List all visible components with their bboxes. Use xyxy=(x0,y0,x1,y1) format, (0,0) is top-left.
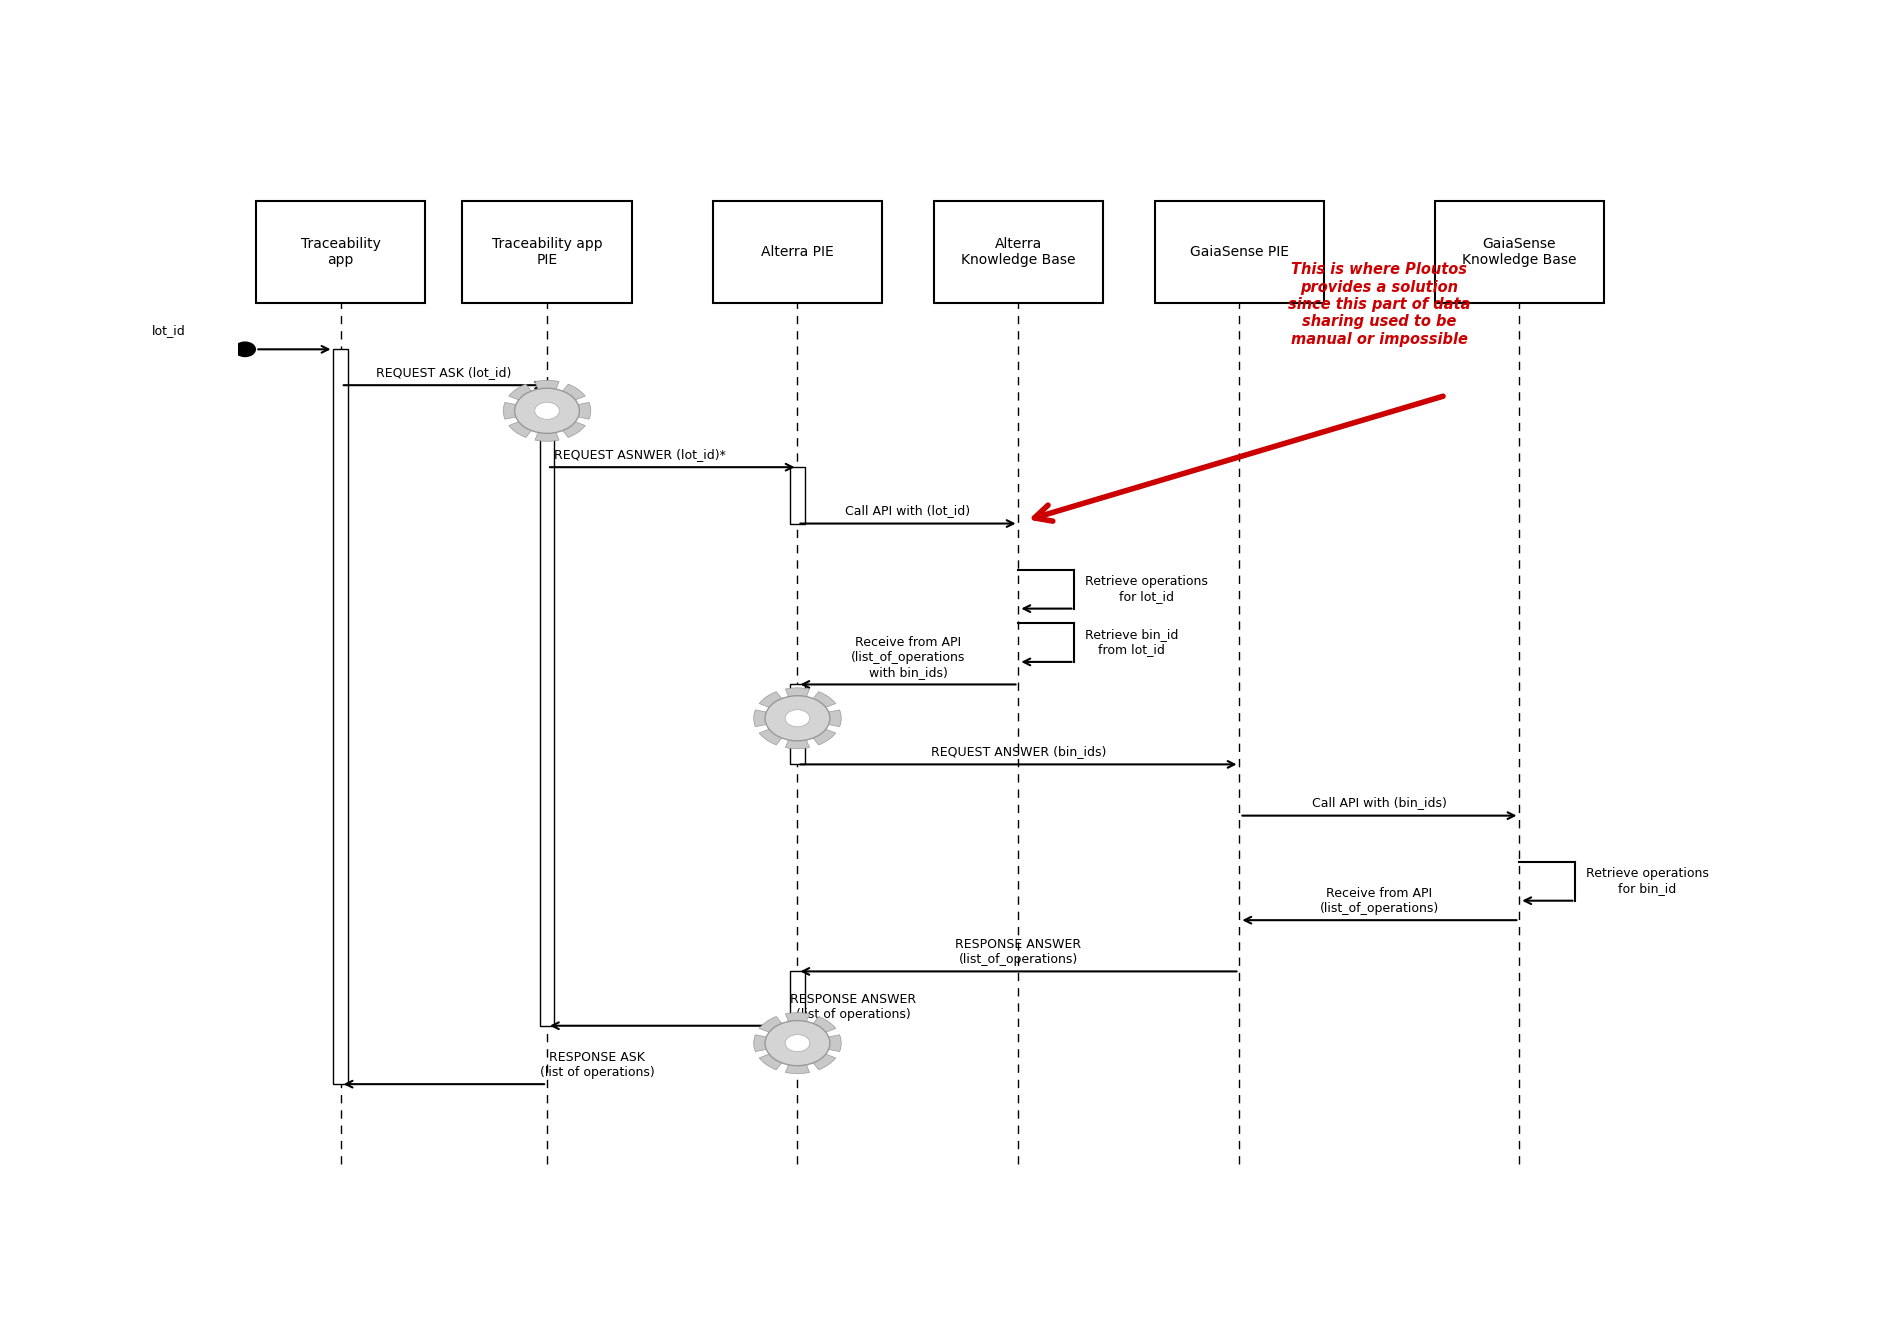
Text: Retrieve bin_id
from lot_id: Retrieve bin_id from lot_id xyxy=(1085,628,1179,656)
FancyBboxPatch shape xyxy=(713,201,882,303)
Wedge shape xyxy=(753,1034,768,1051)
Text: Receive from API
(list_of_operations): Receive from API (list_of_operations) xyxy=(1319,886,1439,914)
Text: Traceability app
PIE: Traceability app PIE xyxy=(492,237,603,268)
Wedge shape xyxy=(812,692,836,708)
Circle shape xyxy=(764,1021,831,1066)
FancyBboxPatch shape xyxy=(333,349,348,1085)
FancyBboxPatch shape xyxy=(540,385,555,1026)
Text: RESPONSE ASK
(list of operations): RESPONSE ASK (list of operations) xyxy=(540,1051,654,1079)
Text: Retrieve operations
for bin_id: Retrieve operations for bin_id xyxy=(1585,868,1709,896)
Circle shape xyxy=(785,1034,810,1051)
Wedge shape xyxy=(561,385,586,401)
Text: Call API with (lot_id): Call API with (lot_id) xyxy=(846,504,971,518)
Text: Alterra PIE: Alterra PIE xyxy=(760,245,835,260)
Circle shape xyxy=(764,696,831,741)
FancyBboxPatch shape xyxy=(933,201,1103,303)
Wedge shape xyxy=(812,728,836,745)
Text: lot_id: lot_id xyxy=(152,323,186,337)
Wedge shape xyxy=(785,1013,810,1024)
FancyBboxPatch shape xyxy=(462,201,631,303)
Text: REQUEST ASNWER (lot_id)*: REQUEST ASNWER (lot_id)* xyxy=(555,449,726,461)
Wedge shape xyxy=(827,709,842,727)
Wedge shape xyxy=(812,1053,836,1070)
Text: Call API with (bin_ids): Call API with (bin_ids) xyxy=(1312,796,1447,809)
FancyBboxPatch shape xyxy=(791,972,804,1026)
Wedge shape xyxy=(785,688,810,699)
FancyBboxPatch shape xyxy=(791,684,804,764)
Circle shape xyxy=(534,402,559,419)
Wedge shape xyxy=(504,402,519,419)
Text: Receive from API
(list_of_operations
with bin_ids): Receive from API (list_of_operations wit… xyxy=(852,636,966,679)
FancyBboxPatch shape xyxy=(1435,201,1604,303)
Wedge shape xyxy=(753,709,768,727)
Text: REQUEST ANSWER (bin_ids): REQUEST ANSWER (bin_ids) xyxy=(931,745,1106,759)
Wedge shape xyxy=(509,421,532,438)
Wedge shape xyxy=(561,421,586,438)
Wedge shape xyxy=(812,1017,836,1033)
Text: REQUEST ASK (lot_id): REQUEST ASK (lot_id) xyxy=(376,366,511,379)
Wedge shape xyxy=(534,431,559,442)
Text: Traceability
app: Traceability app xyxy=(300,237,380,268)
Text: Retrieve operations
for lot_id: Retrieve operations for lot_id xyxy=(1085,575,1207,603)
Wedge shape xyxy=(534,381,559,391)
Wedge shape xyxy=(758,692,783,708)
Wedge shape xyxy=(827,1034,842,1051)
FancyBboxPatch shape xyxy=(257,201,426,303)
Wedge shape xyxy=(758,1053,783,1070)
Wedge shape xyxy=(758,1017,783,1033)
Wedge shape xyxy=(509,385,532,401)
Text: This is where Ploutos
provides a solution
since this part of data
sharing used t: This is where Ploutos provides a solutio… xyxy=(1289,262,1471,347)
Wedge shape xyxy=(785,739,810,749)
Text: GaiaSense PIE: GaiaSense PIE xyxy=(1190,245,1289,260)
Circle shape xyxy=(515,389,580,434)
Text: RESPONSE ANSWER
(list of operations): RESPONSE ANSWER (list of operations) xyxy=(791,993,916,1021)
FancyBboxPatch shape xyxy=(1154,201,1325,303)
Text: Alterra
Knowledge Base: Alterra Knowledge Base xyxy=(962,237,1076,268)
FancyBboxPatch shape xyxy=(791,467,804,523)
Text: RESPONSE ANSWER
(list_of_operations): RESPONSE ANSWER (list_of_operations) xyxy=(956,938,1082,966)
Wedge shape xyxy=(576,402,591,419)
Wedge shape xyxy=(785,1063,810,1074)
Wedge shape xyxy=(758,728,783,745)
Text: GaiaSense
Knowledge Base: GaiaSense Knowledge Base xyxy=(1462,237,1576,268)
Circle shape xyxy=(234,342,255,357)
Circle shape xyxy=(785,709,810,727)
